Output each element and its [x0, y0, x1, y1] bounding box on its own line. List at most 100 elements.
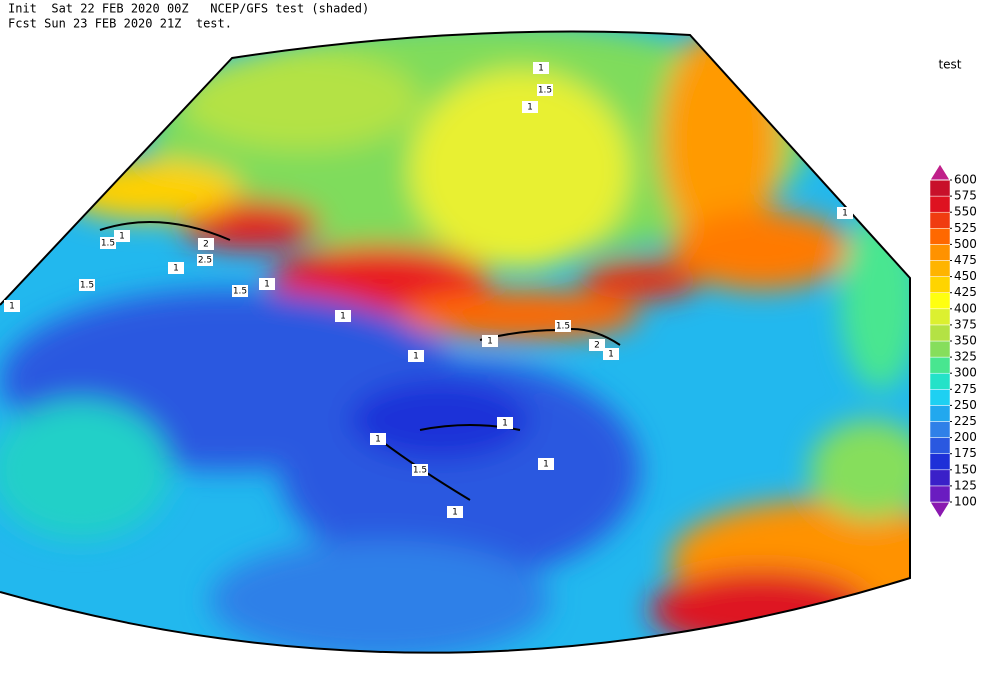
- contour-label-box: [408, 350, 424, 362]
- contour-label-box: [538, 458, 554, 470]
- colorbar-swatch: [929, 405, 951, 422]
- contour-label: 1: [264, 280, 270, 290]
- colorbar-swatch: [929, 453, 951, 471]
- contour-label-box: [197, 254, 213, 266]
- colorbar-label: 550: [954, 205, 977, 219]
- contour-label-box: [114, 230, 130, 242]
- contour-label: 2: [594, 341, 600, 351]
- contour-label: 2.5: [198, 256, 212, 266]
- contour-label: 1.5: [80, 281, 94, 291]
- contour-label-box: [168, 262, 184, 274]
- contour-label: 1.5: [233, 287, 247, 297]
- contour-label: 1: [119, 232, 125, 242]
- contour-label: 1: [375, 435, 381, 445]
- contour-label-box: [79, 279, 95, 291]
- contour-label: 1: [452, 508, 458, 518]
- colorbar-label: 175: [954, 446, 977, 460]
- colorbar-label: 500: [954, 237, 977, 251]
- header-line: Fcst Sun 23 FEB 2020 21Z test.: [8, 17, 232, 31]
- colorbar-label: 150: [954, 462, 977, 476]
- contour-label-box: [259, 278, 275, 290]
- contour-label-box: [4, 300, 20, 312]
- domain-border: [0, 30, 911, 654]
- colorbar-label: 100: [954, 495, 977, 509]
- colorbar-swatch: [929, 356, 951, 374]
- contour-label: 2: [203, 240, 209, 250]
- contour-label-box: [603, 348, 619, 360]
- contour-label-box: [335, 310, 351, 322]
- contour-label: 1: [413, 352, 419, 362]
- colorbar-label: 300: [954, 366, 977, 380]
- header-line: Init Sat 22 FEB 2020 00Z NCEP/GFS test (…: [8, 2, 369, 16]
- colorbar-swatch: [929, 437, 951, 454]
- contour-label-box: [533, 62, 549, 74]
- colorbar-swatch: [929, 372, 951, 390]
- legend-title: test: [938, 58, 961, 72]
- colorbar-swatch: [929, 308, 951, 326]
- contour-label-box: [100, 237, 116, 249]
- contour-label-box: [497, 417, 513, 429]
- contour-label-box: [837, 207, 853, 219]
- colorbar-swatch: [929, 179, 951, 197]
- contour-label: 1: [340, 312, 346, 322]
- colorbar-label: 450: [954, 269, 977, 283]
- colorbar-label: 575: [954, 189, 977, 203]
- colorbar-label: 475: [954, 253, 977, 267]
- contour-label-box: [447, 506, 463, 518]
- colorbar-swatch: [929, 421, 951, 438]
- colorbar-label: 350: [954, 334, 977, 348]
- colorbar-swatch: [929, 211, 951, 229]
- colorbar-swatch: [929, 324, 951, 342]
- colorbar-label: 250: [954, 398, 977, 412]
- contour-label: 1.5: [556, 322, 570, 332]
- contour-label: 1: [173, 264, 179, 274]
- contour-label: 1.5: [538, 86, 552, 96]
- contour-label: 1: [527, 103, 533, 113]
- colorbar-swatch: [929, 228, 951, 245]
- contour-label: 1: [543, 460, 549, 470]
- colorbar-swatch: [929, 389, 951, 406]
- contour-label-box: [522, 101, 538, 113]
- contour-label-box: [555, 320, 571, 332]
- contour-label-box: [482, 335, 498, 347]
- colorbar-label: 325: [954, 350, 977, 364]
- colorbar-swatch: [929, 485, 951, 503]
- colorbar-label: 125: [954, 478, 977, 492]
- contour-label: 1: [538, 64, 544, 74]
- contour-label-box: [412, 464, 428, 476]
- colorbar-swatch: [929, 340, 951, 358]
- colorbar-label: 200: [954, 430, 977, 444]
- contour-label: 1.5: [413, 466, 427, 476]
- contour-label: 1: [487, 337, 493, 347]
- contour-label-box: [370, 433, 386, 445]
- colorbar-label: 425: [954, 285, 977, 299]
- colorbar-label: 525: [954, 221, 977, 235]
- colorbar-end: [929, 162, 951, 181]
- contour-label: 1.5: [101, 239, 115, 249]
- colorbar-label: 225: [954, 414, 977, 428]
- contour-label-box: [232, 285, 248, 297]
- colorbar-swatch: [929, 260, 951, 277]
- contour-label-box: [537, 84, 553, 96]
- contour-label-box: [198, 238, 214, 250]
- contour-label-box: [589, 339, 605, 351]
- colorbar-label: 375: [954, 317, 977, 331]
- contour-label: 1: [502, 419, 508, 429]
- colorbar-swatch: [929, 469, 951, 487]
- colorbar-label: 600: [954, 173, 977, 187]
- colorbar-label: 275: [954, 382, 977, 396]
- contour-label: 1: [9, 302, 15, 312]
- colorbar-end: [929, 501, 951, 520]
- colorbar-swatch: [929, 244, 951, 261]
- colorbar-swatch: [929, 292, 951, 310]
- colorbar: 100 125 150 175 200 225 250 275 300 325 350 375 400 4…: [929, 162, 977, 520]
- colorbar-label: 400: [954, 301, 977, 315]
- contour-label: 1: [608, 350, 614, 360]
- contour-label: 1: [842, 209, 848, 219]
- colorbar-swatch: [929, 276, 951, 293]
- colorbar-swatch: [929, 195, 951, 213]
